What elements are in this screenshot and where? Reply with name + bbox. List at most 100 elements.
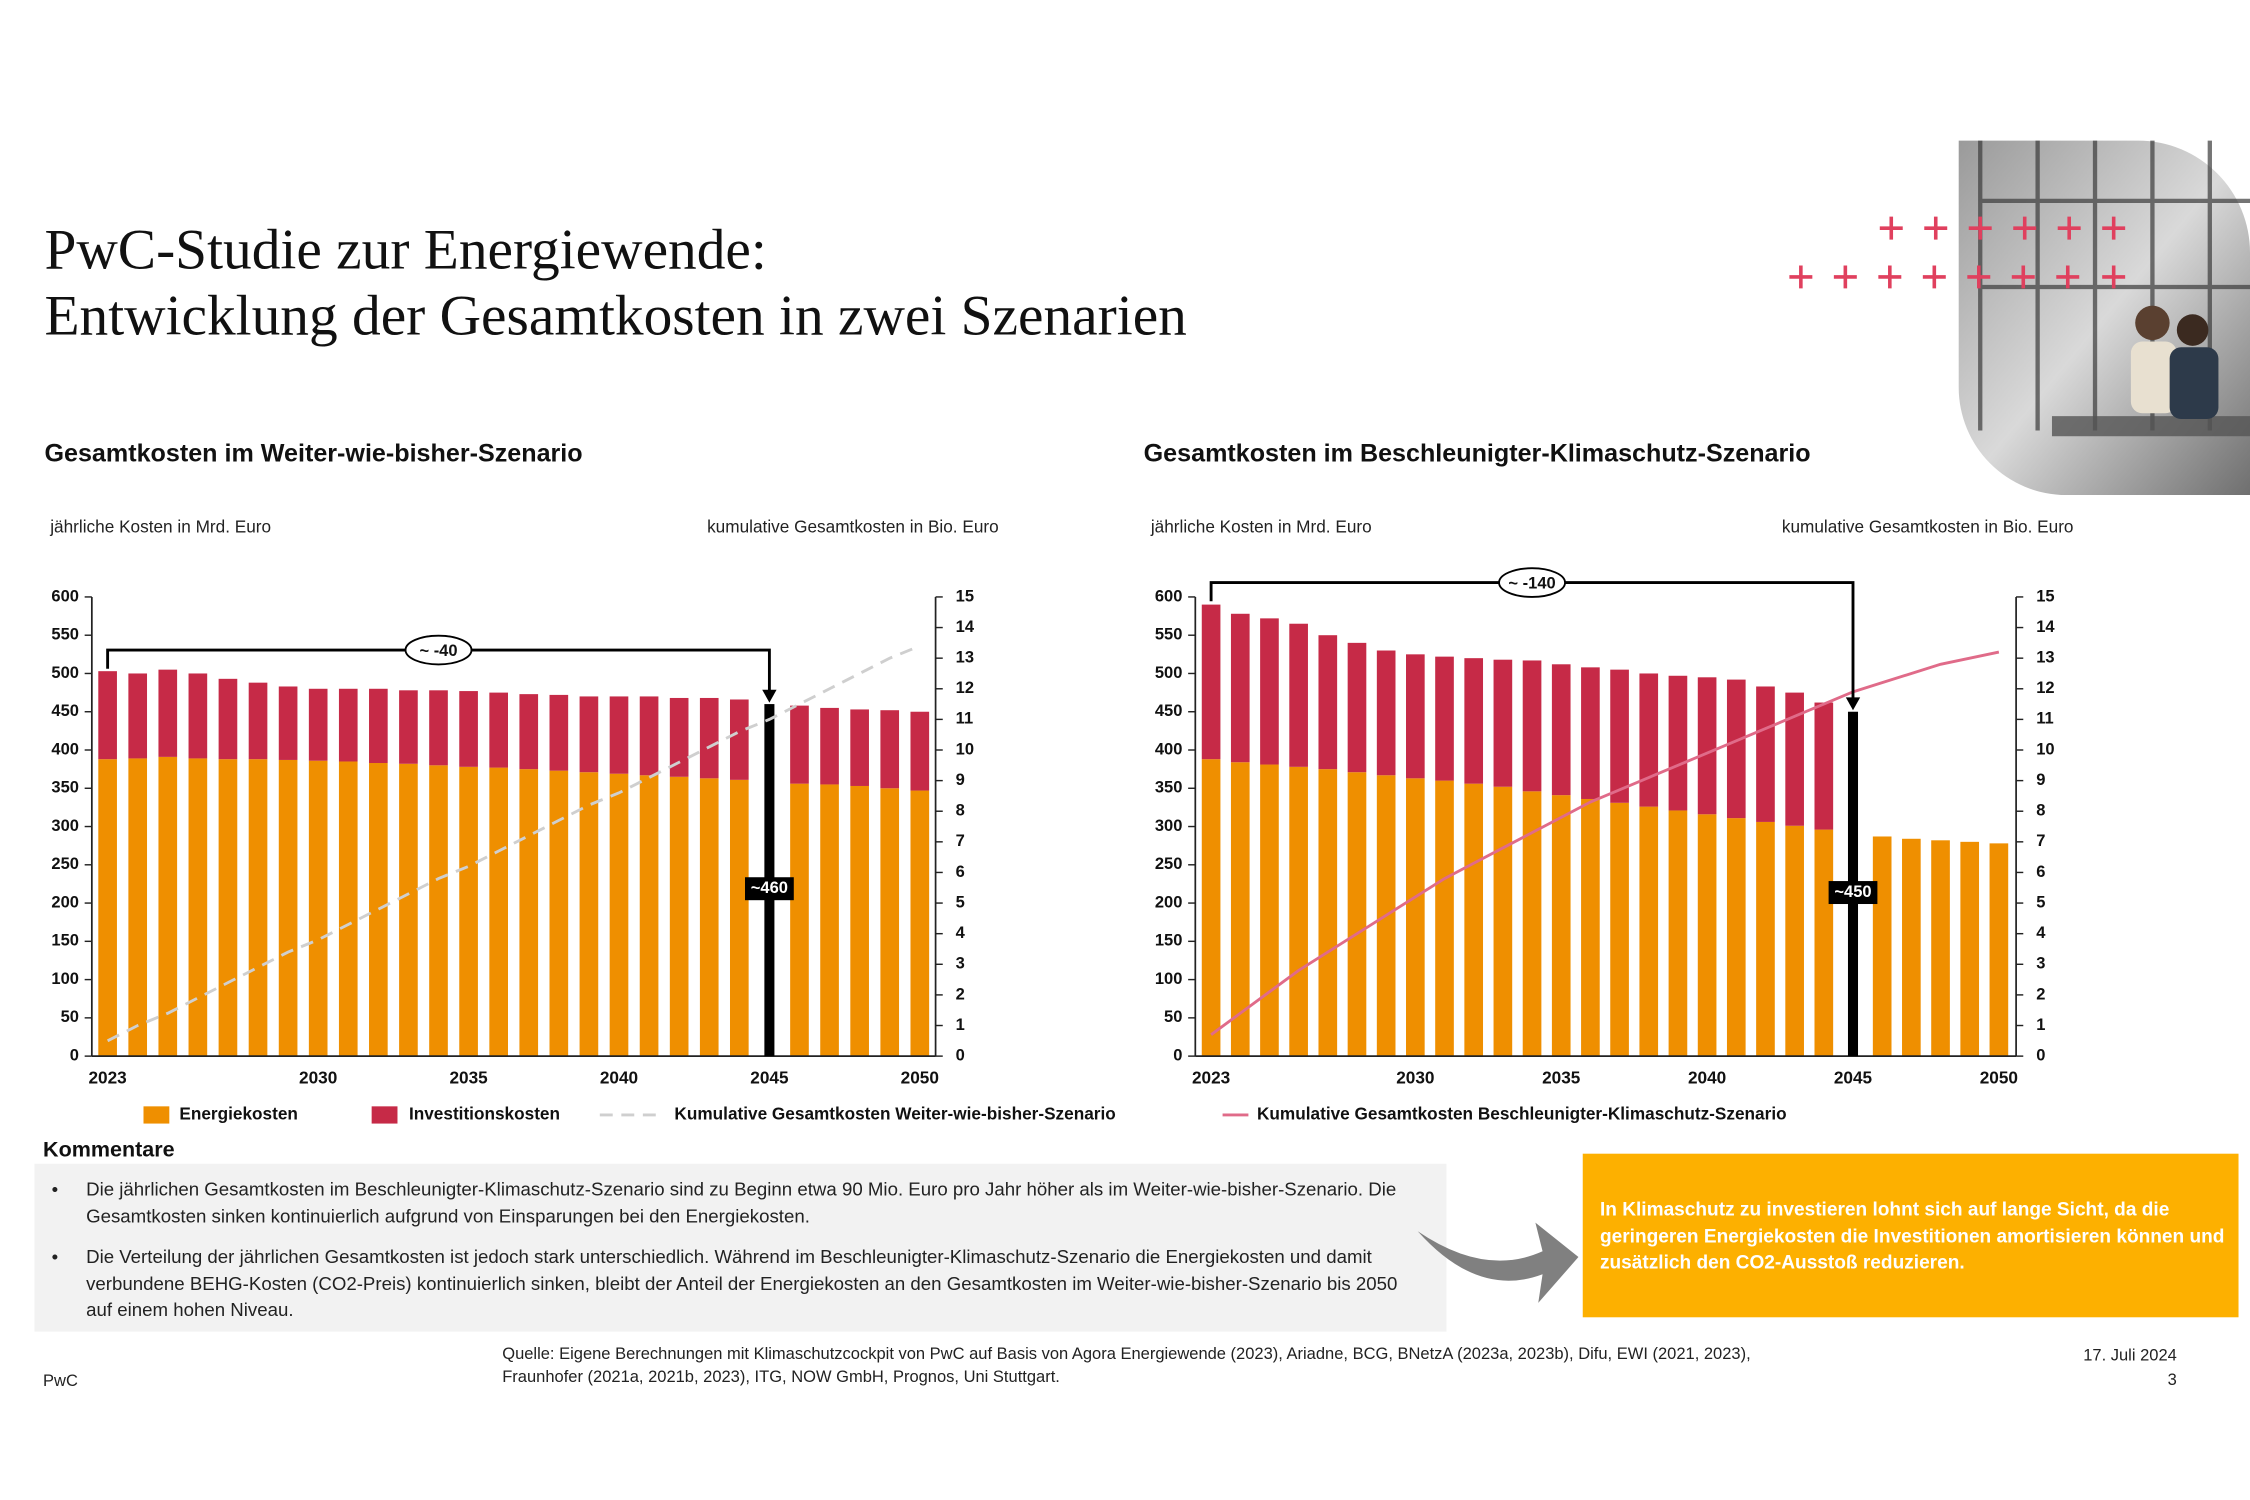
x-tick-label: 2023 xyxy=(88,1068,126,1088)
bar xyxy=(1931,840,1950,1057)
y2-tick-label: 11 xyxy=(956,710,973,728)
bar xyxy=(699,778,719,1057)
y-tick-label: 0 xyxy=(70,1046,79,1064)
y2-tick-label: 12 xyxy=(2036,679,2054,697)
x-tick-label: 2040 xyxy=(1688,1068,1726,1088)
y-tick-label: 250 xyxy=(51,855,79,873)
bar xyxy=(1318,769,1338,1057)
marker-label-box xyxy=(745,877,794,901)
x-tick-label: 2045 xyxy=(750,1068,789,1088)
bar xyxy=(1785,825,1804,1057)
source: Quelle: Eigene Berechnungen mit Klimasch… xyxy=(502,1345,1751,1387)
bar xyxy=(1610,669,1629,803)
legend-label: Kumulative Gesamtkosten Weiter-wie-bishe… xyxy=(674,1104,1115,1124)
bar xyxy=(1902,838,1921,1057)
y2-tick-label: 5 xyxy=(956,893,965,911)
bar xyxy=(669,697,689,777)
bar xyxy=(98,759,117,1057)
bracket-label-bg xyxy=(1498,567,1566,598)
y-tick-label: 150 xyxy=(1155,932,1183,950)
bar xyxy=(1756,686,1775,822)
y2-tick-label: 14 xyxy=(956,618,975,636)
y-tick-label: 500 xyxy=(51,664,79,682)
y-tick-label: 50 xyxy=(1164,1008,1182,1026)
y2-tick-label: 12 xyxy=(956,679,974,697)
bar xyxy=(1814,702,1834,830)
y2-tick-label: 10 xyxy=(2036,740,2054,758)
bar xyxy=(188,758,208,1057)
bar xyxy=(338,761,358,1057)
x-tick-label: 2050 xyxy=(901,1068,939,1088)
y-tick-label: 450 xyxy=(51,702,79,720)
bar xyxy=(1347,642,1367,773)
charts: Gesamtkosten im Weiter-wie-bisher-Szenar… xyxy=(44,440,2074,1124)
bar xyxy=(1756,821,1775,1057)
y2-tick-label: 1 xyxy=(2036,1016,2045,1034)
y-tick-label: 100 xyxy=(51,970,79,988)
bar xyxy=(489,767,508,1057)
x-tick-label: 2030 xyxy=(299,1068,337,1088)
bracket-arrow xyxy=(762,689,777,703)
bar xyxy=(459,766,478,1057)
arrow xyxy=(1417,1222,1579,1303)
y2-tick-label: 8 xyxy=(956,802,965,820)
bullet: Die Verteilung der jährlichen Gesamtkost… xyxy=(52,1244,1421,1324)
y2-tick-label: 7 xyxy=(956,832,965,850)
y2-tick-label: 5 xyxy=(2036,893,2045,911)
y2-tick-label: 4 xyxy=(2036,924,2046,942)
bar xyxy=(669,776,689,1057)
y2-tick-label: 3 xyxy=(2036,955,2045,973)
comments-heading: Kommentare xyxy=(43,1138,175,1162)
bar xyxy=(1581,798,1600,1057)
bar xyxy=(1318,635,1338,770)
y-tick-label: 150 xyxy=(51,932,79,950)
bar xyxy=(1522,660,1542,792)
slide-title: Entwicklung der Gesamtkosten in zwei Sze… xyxy=(44,285,1186,348)
y2-tick-label: 4 xyxy=(956,924,966,942)
bar xyxy=(579,696,599,773)
x-tick-label: 2040 xyxy=(600,1068,638,1088)
y-tick-label: 100 xyxy=(1155,970,1183,988)
bar xyxy=(609,696,629,774)
bar xyxy=(1989,843,2009,1057)
y2-tick-label: 14 xyxy=(2036,618,2055,636)
bar xyxy=(1581,667,1600,799)
y-tick-label: 600 xyxy=(1155,587,1183,605)
bar xyxy=(128,758,148,1057)
y-tick-label: 250 xyxy=(1155,855,1183,873)
bar xyxy=(609,773,629,1057)
y2-tick-label: 13 xyxy=(2036,649,2054,667)
bar xyxy=(218,759,238,1057)
bar xyxy=(790,705,809,784)
y2-tick-label: 1 xyxy=(956,1016,965,1034)
y2-tick-label: 13 xyxy=(956,649,974,667)
bar xyxy=(820,707,839,785)
x-tick-label: 2035 xyxy=(1542,1068,1581,1088)
bullet: Die jährlichen Gesamtkosten im Beschleun… xyxy=(52,1177,1421,1230)
line-series xyxy=(1210,650,2000,1036)
bar xyxy=(1435,656,1454,781)
bar xyxy=(308,760,328,1057)
y2-tick-label: 0 xyxy=(956,1046,965,1064)
bar xyxy=(699,697,719,779)
bar xyxy=(850,785,869,1057)
y2-tick-label: 6 xyxy=(956,863,965,881)
bar xyxy=(579,772,599,1057)
bar xyxy=(1406,778,1425,1057)
comments-text: Die jährlichen Gesamtkosten im Beschleun… xyxy=(43,1177,1421,1324)
source-text: Quelle: Eigene Berechnungen mit Klimasch… xyxy=(502,1345,1751,1387)
bar xyxy=(489,692,508,768)
x-tick-label: 2035 xyxy=(449,1068,488,1088)
bracket-label: ~ -40 xyxy=(419,642,457,660)
bar xyxy=(399,690,418,764)
y-tick-label: 50 xyxy=(61,1008,79,1026)
y2-tick-label: 9 xyxy=(956,771,965,789)
bullet-list: Die jährlichen Gesamtkosten im Beschleun… xyxy=(43,1177,1421,1324)
date: 17. Juli 2024 xyxy=(2083,1346,2177,1364)
bar xyxy=(1551,664,1571,796)
bar xyxy=(1435,780,1454,1057)
bar xyxy=(1230,613,1250,763)
x-tick-label: 2030 xyxy=(1396,1068,1434,1088)
bar xyxy=(158,756,178,1057)
y2-tick-label: 10 xyxy=(956,740,974,758)
